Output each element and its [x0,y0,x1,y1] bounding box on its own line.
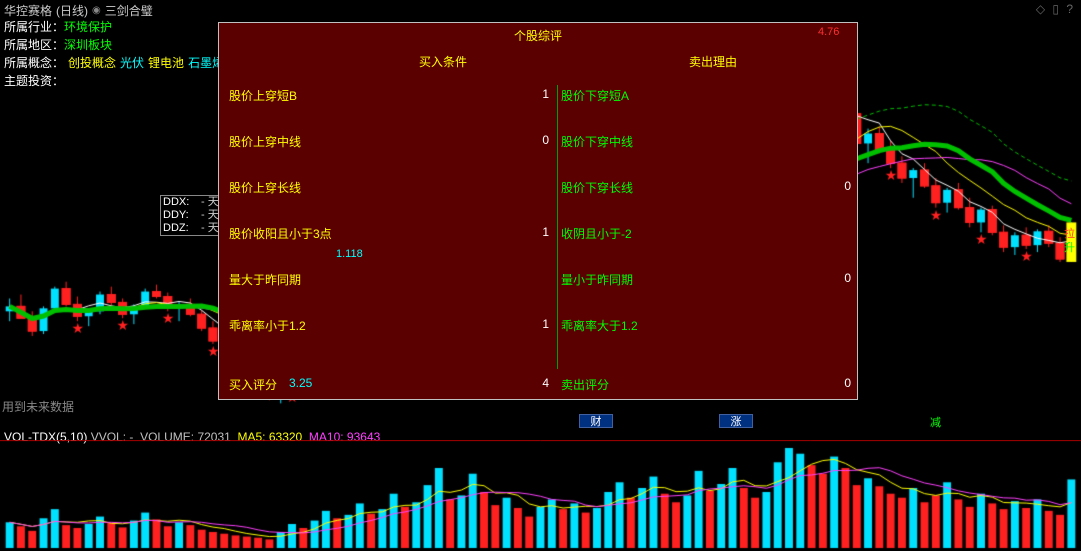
axis-button[interactable]: 财 [579,414,613,428]
review-title: 个股综评 [514,27,562,44]
buy-header: 买入条件 [419,53,467,70]
ddy-label: DDY: [163,209,201,222]
volume-chart[interactable] [0,440,1081,551]
low-marker: 1.118 [336,248,363,260]
pull-dn-marker: 升 [1064,239,1075,255]
jian-marker: 减 [930,414,941,430]
ddz-value: - 天 [201,222,219,235]
review-row: 收阴且小于-2 [561,225,851,242]
review-panel: 个股综评 买入条件 卖出理由 股价上穿短B1 股价上穿中线0 股价上穿长线股价收阳且… [218,22,858,400]
review-row: 乖离率小于1.21 [229,317,549,334]
ddx-label: DDX: [163,196,201,209]
axis-button[interactable]: 涨 [719,414,753,428]
future-data-note: 用到未来数据 [2,398,74,415]
review-row: 股价下穿短A [561,87,851,104]
high-marker: 4.76 [818,26,839,38]
ddy-value: - 天 [201,209,219,222]
buy-score: 买入评分 3.25 4 [229,376,549,393]
sell-header: 卖出理由 [689,53,737,70]
review-row: 股价上穿中线0 [229,133,549,150]
sell-score: 卖出评分 0 [561,376,851,393]
review-row: 股价上穿长线 [229,179,549,196]
review-row: 股价下穿中线 [561,133,851,150]
review-row: 量小于昨同期0 [561,271,851,288]
review-row: 乖离率大于1.2 [561,317,851,334]
ddx-value: - 天 [201,196,219,209]
review-row: 股价收阳且小于3点1 [229,225,549,242]
review-row: 股价上穿短B1 [229,87,549,104]
review-row: 股价下穿长线0 [561,179,851,196]
review-row: 量大于昨同期 [229,271,549,288]
panel-divider [557,85,558,369]
ddz-label: DDZ: [163,222,201,235]
ddx-box: DDX:- 天 DDY:- 天 DDZ:- 天 [160,195,222,236]
